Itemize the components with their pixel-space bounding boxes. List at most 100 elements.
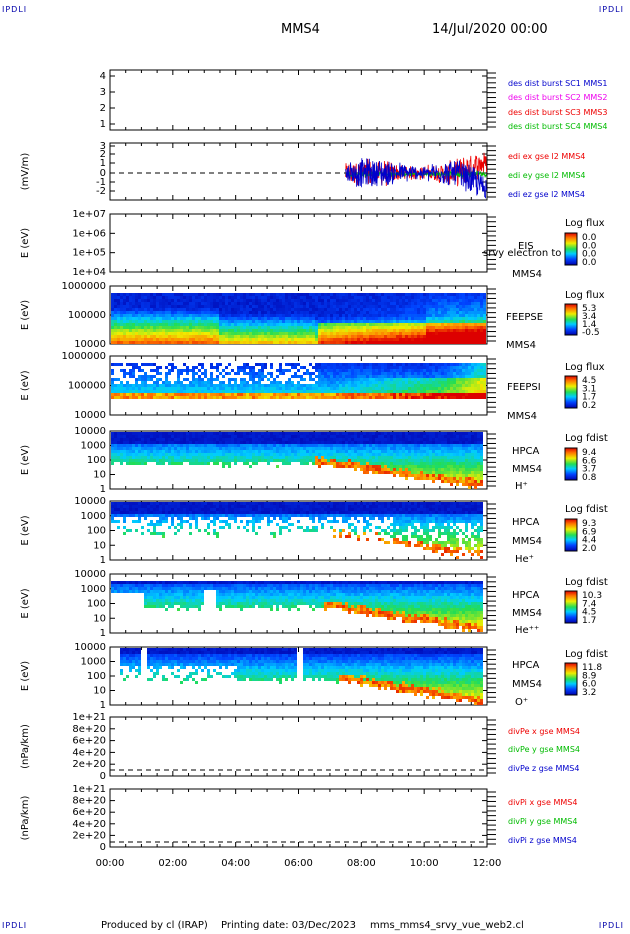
y-tick-label: 1 xyxy=(100,700,106,711)
y-tick-label: 100 xyxy=(87,455,106,466)
x-tick-label: 04:00 xyxy=(221,858,250,869)
y-tick-label: -2 xyxy=(96,186,106,197)
species-label: He⁺⁺ xyxy=(515,625,539,636)
y-axis-label: (mV/m) xyxy=(20,153,31,191)
y-tick-label: 3 xyxy=(100,87,106,98)
y-tick-label: 4e+20 xyxy=(72,819,106,830)
y-axis-label: E (eV) xyxy=(20,445,31,475)
x-tick-label: 12:00 xyxy=(473,858,502,869)
colorbar-title: Log flux xyxy=(565,218,605,229)
heatmap-cells xyxy=(120,648,483,705)
spacecraft-label: MMS4 xyxy=(506,340,536,351)
colorbar-tick-label: 4.4 xyxy=(582,536,597,546)
y-tick-label: 1 xyxy=(100,119,106,130)
spacecraft-label: MMS4 xyxy=(512,679,542,690)
spacecraft-label: MMS4 xyxy=(512,608,542,619)
species-label: He⁺ xyxy=(515,554,534,565)
corner-mark-bottom-left: IPDLI xyxy=(2,921,28,930)
panel-frame xyxy=(109,716,488,777)
corner-mark-top-right: IPDLI xyxy=(598,5,624,14)
colorbar-title: Log fdist xyxy=(565,433,608,444)
species-label: O⁺ xyxy=(515,697,528,708)
heatmap-cells xyxy=(111,581,483,632)
y-tick-label: 1e+06 xyxy=(72,228,106,239)
y-tick-label: 6e+20 xyxy=(72,736,106,747)
colorbar-tick-label: 3.4 xyxy=(582,312,597,322)
colorbar-tick-label: 2.0 xyxy=(582,544,597,554)
y-tick-label: 1 xyxy=(100,484,106,495)
colorbar xyxy=(564,590,578,624)
y-tick-label: 1e+21 xyxy=(72,712,106,723)
y-tick-label: 8e+20 xyxy=(72,796,106,807)
colorbar-tick-label: 11.8 xyxy=(582,663,602,673)
panel-frame xyxy=(109,213,488,273)
colorbar-tick-label: 5.3 xyxy=(582,304,596,314)
instrument-label: HPCA xyxy=(512,517,540,528)
colorbar-tick-label: 10.3 xyxy=(582,591,602,601)
colorbar-tick-label: 7.4 xyxy=(582,599,597,609)
y-axis-label: E (eV) xyxy=(20,228,31,258)
colorbar-tick-label: 1.7 xyxy=(582,393,596,403)
y-tick-label: 10000 xyxy=(74,410,106,421)
y-tick-label: 10 xyxy=(93,613,106,624)
y-tick-label: 10000 xyxy=(74,642,106,653)
y-tick-label: 10000 xyxy=(74,339,106,350)
y-tick-label: 1000 xyxy=(81,657,106,668)
colorbar-tick-label: 3.2 xyxy=(582,688,596,698)
y-tick-label: 1000 xyxy=(81,584,106,595)
colorbar-tick-label: 4.5 xyxy=(582,608,596,618)
legend-entry: divPe y gse MMS4 xyxy=(508,745,580,754)
panel-frame xyxy=(109,69,488,131)
colorbar-tick-label: 0.0 xyxy=(582,241,597,251)
colorbar-tick-label: 6.9 xyxy=(582,527,597,537)
legend-entry: divPi y gse MMS4 xyxy=(508,817,577,826)
colorbar xyxy=(564,303,578,336)
instrument-label: EIS xyxy=(518,241,534,252)
colorbar xyxy=(564,447,578,481)
y-axis-label: E (eV) xyxy=(20,515,31,545)
x-tick-label: 10:00 xyxy=(410,858,439,869)
y-tick-label: 100 xyxy=(87,671,106,682)
footer-produced: Produced by cl (IRAP) xyxy=(101,920,208,931)
y-tick-label: 10000 xyxy=(74,496,106,507)
heatmap-cells xyxy=(111,363,486,399)
y-tick-label: -1 xyxy=(96,177,106,188)
spacecraft-title: MMS4 xyxy=(281,22,320,37)
y-tick-label: 4e+20 xyxy=(72,747,106,758)
y-tick-label: 100 xyxy=(87,526,106,537)
y-tick-label: 8e+20 xyxy=(72,724,106,735)
y-axis-label: E (eV) xyxy=(20,588,31,618)
y-tick-label: 1e+07 xyxy=(72,209,106,220)
y-tick-label: 0 xyxy=(100,842,106,853)
colorbar-tick-label: 0.0 xyxy=(582,250,597,260)
colorbar-tick-label: 1.4 xyxy=(582,320,597,330)
y-tick-label: 0 xyxy=(100,771,106,782)
y-tick-label: 1 xyxy=(100,555,106,566)
colorbar xyxy=(564,662,578,696)
y-tick-label: 2 xyxy=(100,149,106,160)
legend-entry: edi ex gse l2 MMS4 xyxy=(508,152,585,161)
species-label: H⁺ xyxy=(515,481,528,492)
x-tick-label: 08:00 xyxy=(347,858,376,869)
instrument-label: FEEPSI xyxy=(507,382,541,393)
colorbar-tick-label: 9.3 xyxy=(582,519,596,529)
x-tick-label: 00:00 xyxy=(96,858,125,869)
heatmap-cells xyxy=(111,432,483,489)
y-axis-label: (nPa/km) xyxy=(20,724,31,769)
edi-trace xyxy=(345,158,487,199)
colorbar-tick-label: 8.9 xyxy=(582,671,597,681)
y-axis-label: E (eV) xyxy=(20,370,31,400)
legend-entry: des dist burst SC2 MMS2 xyxy=(508,93,607,102)
y-tick-label: 1 xyxy=(100,628,106,639)
y-tick-label: 100000 xyxy=(68,381,106,392)
y-tick-label: 1e+05 xyxy=(72,248,106,259)
y-axis-label: E (eV) xyxy=(20,300,31,330)
y-tick-label: 1000000 xyxy=(61,351,106,362)
colorbar-tick-label: 0.8 xyxy=(582,473,597,483)
colorbar-title: Log fdist xyxy=(565,504,608,515)
y-tick-label: 1e+21 xyxy=(72,784,106,795)
colorbar-title: Log flux xyxy=(565,290,605,301)
instrument-label: HPCA xyxy=(512,446,540,457)
colorbar-title: Log fdist xyxy=(565,577,608,588)
y-tick-label: 1000 xyxy=(81,441,106,452)
